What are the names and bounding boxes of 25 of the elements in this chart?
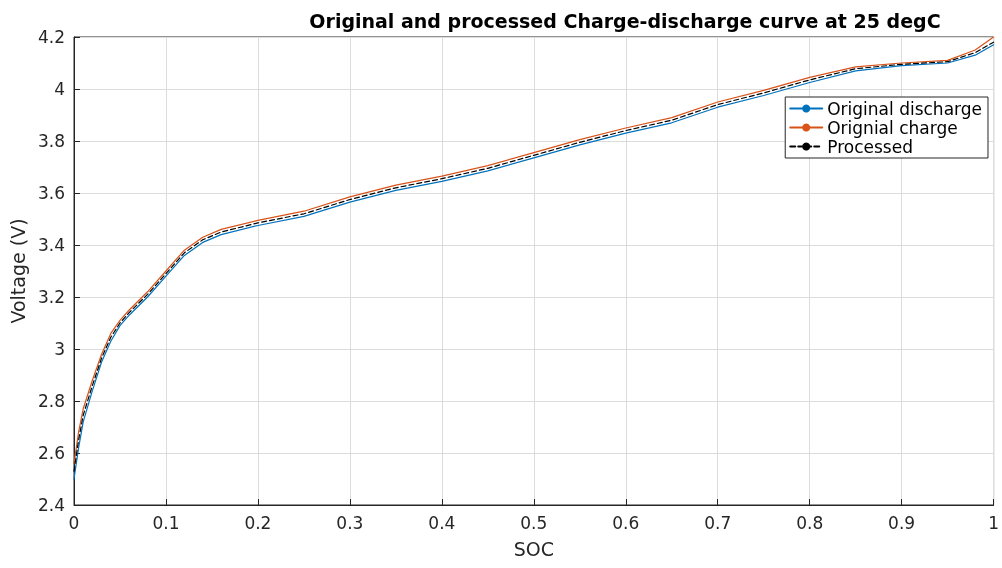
x-tick-label: 0.2 <box>244 512 272 533</box>
x-tick-label: 0.1 <box>152 512 180 533</box>
x-tick-label: 0 <box>68 512 80 533</box>
y-tick-label: 3.6 <box>37 183 65 203</box>
y-tick-label: 2.4 <box>37 495 65 515</box>
legend-label: Original discharge <box>827 98 982 119</box>
y-tick-label: 2.6 <box>37 443 65 463</box>
x-tick-label: 0.5 <box>520 512 548 533</box>
x-tick-label: 0.4 <box>428 512 456 533</box>
x-tick-label: 0.6 <box>612 512 640 533</box>
y-axis-title: Voltage (V) <box>6 218 29 324</box>
y-tick-label: 4.2 <box>37 27 65 47</box>
x-tick-label: 0.3 <box>336 512 364 533</box>
y-tick-label: 3.8 <box>37 131 65 151</box>
y-tick-label: 3.4 <box>37 235 65 255</box>
y-tick-label: 2.8 <box>37 391 65 411</box>
x-tick-label: 0.8 <box>796 512 824 533</box>
x-tick-label: 0.7 <box>704 512 732 533</box>
x-tick-label: 0.9 <box>888 512 916 533</box>
y-tick-label: 4 <box>54 79 65 99</box>
x-tick-label: 1 <box>988 512 1000 533</box>
chart-title: Original and processed Charge-discharge curve at 25 degC <box>309 9 941 32</box>
x-axis-title: SOC <box>513 537 554 560</box>
y-tick-label: 3 <box>54 339 65 359</box>
y-tick-label: 3.2 <box>37 287 65 307</box>
